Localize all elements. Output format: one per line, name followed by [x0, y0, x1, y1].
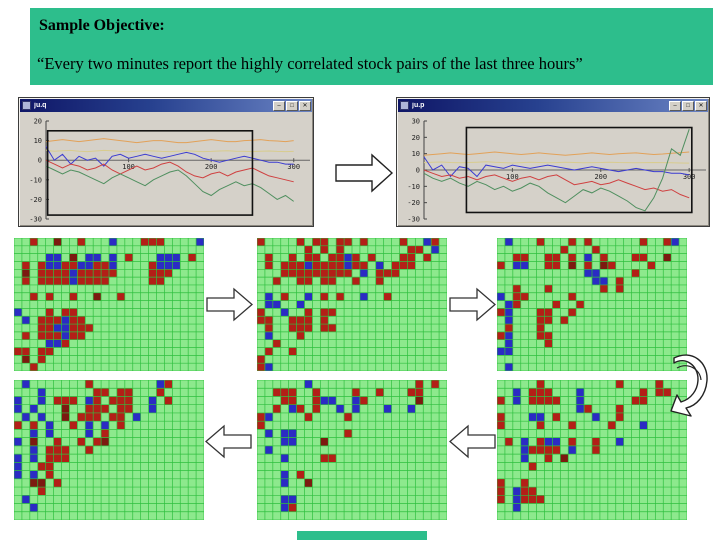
header-quote: “Every two minutes report the highly cor…	[37, 54, 583, 73]
svg-text:300: 300	[683, 173, 696, 181]
minimize-button[interactable]: –	[669, 100, 681, 111]
chart-window-1: ju.q – □ ✕ 20 10 0 -10 -20 -30 100 200 300	[18, 97, 314, 227]
svg-text:20: 20	[412, 134, 420, 142]
flow-arrow-right-2	[449, 287, 496, 322]
svg-text:-10: -10	[29, 176, 42, 184]
close-button[interactable]: ✕	[299, 100, 311, 111]
maximize-button[interactable]: □	[682, 100, 694, 111]
footer-bar	[297, 531, 427, 540]
svg-text:-20: -20	[407, 199, 420, 207]
app-icon	[400, 101, 409, 110]
correlation-matrix-2	[257, 238, 447, 371]
svg-text:200: 200	[594, 173, 607, 181]
flow-arrow-right-1	[206, 287, 253, 322]
svg-text:200: 200	[205, 163, 218, 171]
svg-text:0: 0	[38, 157, 42, 165]
svg-text:100: 100	[506, 173, 519, 181]
svg-text:-20: -20	[29, 196, 42, 204]
window-1-titlebar[interactable]: ju.q – □ ✕	[20, 99, 312, 112]
window-1-title: ju.q	[34, 102, 47, 109]
app-icon	[22, 101, 31, 110]
close-button[interactable]: ✕	[695, 100, 707, 111]
svg-text:30: 30	[412, 118, 420, 126]
window-2-title: ju.p	[412, 102, 425, 109]
svg-text:-30: -30	[29, 216, 42, 224]
svg-text:20: 20	[34, 118, 42, 126]
svg-text:100: 100	[122, 163, 135, 171]
flow-arrow-left-1	[449, 424, 496, 459]
flow-arrow-curved-down	[670, 354, 708, 417]
correlation-matrix-3	[497, 238, 687, 371]
svg-text:-30: -30	[407, 216, 420, 224]
maximize-button[interactable]: □	[286, 100, 298, 111]
svg-text:10: 10	[412, 150, 420, 158]
correlation-matrix-1	[14, 238, 204, 371]
header-title: Sample Objective:	[39, 17, 165, 34]
objective-header: Sample Objective: “Every two minutes rep…	[30, 8, 713, 85]
window-2-titlebar[interactable]: ju.p – □ ✕	[398, 99, 708, 112]
svg-text:10: 10	[34, 137, 42, 145]
correlation-matrix-6	[14, 380, 204, 520]
svg-text:-10: -10	[407, 183, 420, 191]
svg-text:300: 300	[287, 163, 300, 171]
flow-arrow-left-2	[205, 424, 252, 459]
correlation-matrix-5	[257, 380, 447, 520]
svg-text:0: 0	[416, 167, 420, 175]
flow-arrow-right-windows	[335, 153, 394, 193]
chart-window-2: ju.p – □ ✕ 30 20 10 0 -10 -20 -30 100 200 300	[396, 97, 710, 227]
minimize-button[interactable]: –	[273, 100, 285, 111]
correlation-matrix-4	[497, 380, 687, 520]
